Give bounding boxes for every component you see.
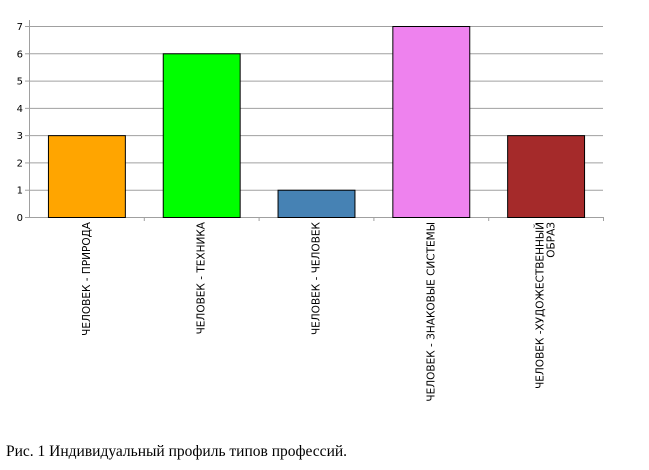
y-tick-label: 5 bbox=[17, 77, 23, 88]
x-category-label: ЧЕЛОВЕК - ЗНАКОВЫЕ СИСТЕМЫ bbox=[425, 222, 437, 402]
bar-chart: 0 1 2 3 4 5 6 7 ЧЕЛОВЕК - ПРИРОДА ЧЕЛОВЕК - ТЕХН… bbox=[17, 20, 604, 402]
y-tick-label: 0 bbox=[17, 213, 23, 224]
y-tick-label: 6 bbox=[17, 49, 23, 60]
y-tick-label: 3 bbox=[17, 131, 23, 142]
bar bbox=[47, 135, 126, 218]
y-tick-label: 2 bbox=[17, 158, 23, 169]
x-category-label: ЧЕЛОВЕК - ПРИРОДА bbox=[81, 221, 93, 336]
x-category-label: ЧЕЛОВЕК -ХУДОЖЕСТВЕННЫЙ bbox=[534, 222, 547, 389]
figure-caption: Рис. 1 Индивидуальный профиль типов проф… bbox=[6, 443, 348, 460]
x-category-label: ЧЕЛОВЕК - ЧЕЛОВЕК bbox=[311, 221, 323, 335]
bar bbox=[507, 135, 586, 218]
y-tick-label: 7 bbox=[17, 22, 23, 33]
y-tick-label: 4 bbox=[17, 104, 23, 115]
bars bbox=[47, 26, 586, 218]
x-category-label: ОБРАЗ bbox=[546, 222, 558, 258]
y-tick-label: 1 bbox=[17, 186, 23, 197]
bar bbox=[277, 189, 356, 218]
bar bbox=[392, 26, 471, 218]
x-axis-labels: ЧЕЛОВЕК - ПРИРОДА ЧЕЛОВЕК - ТЕХНИКА ЧЕЛОВЕ… bbox=[81, 217, 604, 402]
bar bbox=[162, 53, 241, 218]
x-category-label: ЧЕЛОВЕК - ТЕХНИКА bbox=[196, 221, 208, 334]
